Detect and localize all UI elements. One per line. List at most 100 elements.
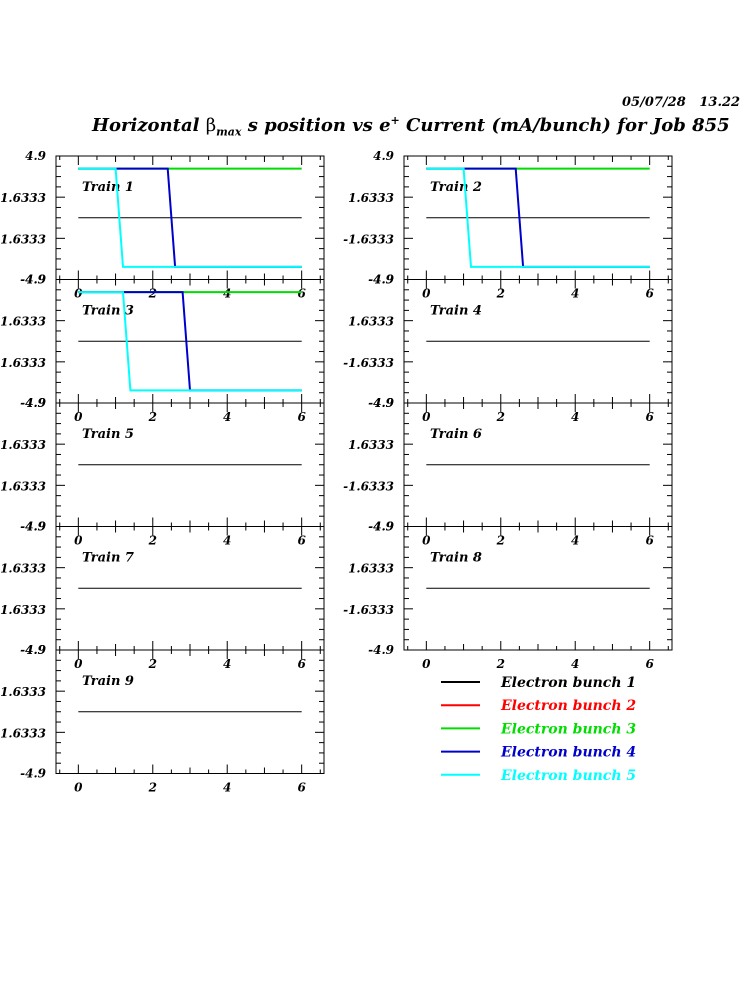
- panel-label: Train 9: [82, 674, 134, 689]
- y-tick-label: -1.6333: [0, 479, 46, 493]
- x-tick-label: 6: [645, 287, 654, 301]
- x-tick-label: 6: [297, 287, 306, 301]
- x-tick-label: 6: [645, 534, 654, 548]
- x-tick-label: 2: [148, 410, 157, 424]
- title-post: Current (mA/bunch) for Job 855: [399, 115, 730, 136]
- y-tick-label: -1.6333: [0, 726, 46, 740]
- panel-train-7: 0 2 4 6 4.9 1.6333 -1.6333 -4.9 Train 7: [0, 520, 325, 671]
- legend-label: Electron bunch 2: [500, 698, 636, 714]
- y-tick-label: -4.9: [20, 767, 47, 781]
- x-tick-label: 4: [571, 287, 579, 301]
- y-tick-label: 1.6333: [348, 191, 394, 205]
- panel-train-2: 0 2 4 6 4.9 1.6333 -1.6333 -4.9 Train 2: [343, 149, 673, 301]
- panel-label: Train 5: [82, 427, 134, 442]
- chart-title: Horizontal βmax s position vs e+ Current…: [92, 114, 730, 139]
- y-tick-label: -4.9: [368, 643, 395, 657]
- y-tick-label: 1.6333: [0, 315, 46, 329]
- y-tick-label: 4.9: [373, 149, 395, 163]
- panel-label: Train 1: [82, 180, 134, 195]
- y-tick-label: 1.6333: [348, 562, 394, 576]
- y-tick-label: -4.9: [368, 273, 395, 287]
- date-stamp: 05/07/28: [622, 95, 686, 110]
- x-tick-label: 4: [223, 534, 231, 548]
- x-tick-label: 2: [148, 534, 157, 548]
- x-tick-label: 6: [297, 410, 306, 424]
- x-tick-label: 6: [645, 410, 654, 424]
- panel-label: Train 8: [430, 551, 482, 566]
- x-tick-label: 4: [223, 287, 231, 301]
- series-line-bunch-5: [78, 291, 302, 392]
- legend-label: Electron bunch 5: [500, 768, 636, 784]
- x-tick-label: 0: [74, 410, 83, 424]
- y-tick-label: -1.6333: [0, 232, 46, 246]
- y-tick-label: -4.9: [20, 273, 47, 287]
- x-tick-label: 4: [223, 781, 231, 795]
- x-tick-label: 2: [148, 657, 157, 671]
- x-tick-label: 0: [74, 287, 83, 301]
- timestamp: 05/07/28 13.22: [622, 95, 740, 110]
- x-tick-label: 6: [297, 781, 306, 795]
- panel-train-9: 0 2 4 6 4.9 1.6333 -1.6333 -4.9 Train 9: [0, 643, 325, 795]
- x-tick-label: 2: [148, 287, 157, 301]
- title-superscript: +: [390, 114, 400, 127]
- time-stamp: 13.22: [699, 95, 741, 110]
- panel-label: Train 3: [82, 304, 134, 319]
- y-tick-label: 1.6333: [0, 438, 46, 452]
- x-tick-label: 0: [422, 410, 431, 424]
- x-tick-label: 2: [496, 657, 505, 671]
- x-tick-label: 4: [571, 534, 579, 548]
- x-tick-label: 4: [223, 410, 231, 424]
- y-tick-label: 4.9: [373, 520, 395, 534]
- y-tick-label: -1.6333: [0, 356, 46, 370]
- series-line-bunch-5: [78, 167, 302, 268]
- y-tick-label: 4.9: [25, 396, 47, 410]
- title-beta-symbol: β: [205, 115, 217, 136]
- x-tick-label: 2: [148, 781, 157, 795]
- x-tick-label: 4: [571, 657, 579, 671]
- x-tick-label: 0: [74, 657, 83, 671]
- y-tick-label: -1.6333: [343, 479, 394, 493]
- x-tick-label: 4: [571, 410, 579, 424]
- y-tick-label: -4.9: [368, 396, 395, 410]
- x-tick-label: 2: [496, 287, 505, 301]
- y-tick-label: 1.6333: [348, 438, 394, 452]
- panel-label: Train 6: [430, 427, 482, 442]
- panel-label: Train 7: [82, 551, 134, 566]
- legend-label: Electron bunch 1: [500, 675, 636, 691]
- x-tick-label: 2: [496, 534, 505, 548]
- y-tick-label: 4.9: [373, 273, 395, 287]
- panel-label: Train 4: [430, 304, 482, 319]
- y-tick-label: 4.9: [373, 396, 395, 410]
- y-tick-label: 1.6333: [348, 315, 394, 329]
- y-tick-label: 1.6333: [0, 685, 46, 699]
- x-tick-label: 0: [422, 657, 431, 671]
- x-tick-label: 0: [74, 534, 83, 548]
- y-tick-label: 4.9: [25, 643, 47, 657]
- y-tick-label: -1.6333: [0, 603, 46, 617]
- legend: Electron bunch 1 Electron bunch 2 Electron…: [441, 675, 636, 784]
- x-tick-label: 2: [496, 410, 505, 424]
- y-tick-label: 1.6333: [0, 562, 46, 576]
- title-subscript: max: [216, 125, 242, 139]
- x-tick-label: 6: [645, 657, 654, 671]
- x-tick-label: 6: [297, 534, 306, 548]
- panel-train-6: 0 2 4 6 4.9 1.6333 -1.6333 -4.9 Train 6: [343, 396, 673, 548]
- y-tick-label: 4.9: [25, 273, 47, 287]
- legend-label: Electron bunch 4: [500, 745, 636, 761]
- x-tick-label: 0: [74, 781, 83, 795]
- y-tick-label: -1.6333: [343, 603, 394, 617]
- y-tick-label: 1.6333: [0, 191, 46, 205]
- panel-train-1: 0 2 4 6 4.9 1.6333 -1.6333 -4.9 Train 1: [0, 149, 325, 301]
- title-pre: Horizontal: [92, 115, 206, 136]
- legend-label: Electron bunch 3: [500, 721, 636, 737]
- y-tick-label: -4.9: [368, 520, 395, 534]
- y-tick-label: -4.9: [20, 396, 47, 410]
- y-tick-label: -1.6333: [343, 356, 394, 370]
- x-tick-label: 6: [297, 657, 306, 671]
- y-tick-label: 4.9: [25, 149, 47, 163]
- panel-train-3: 0 2 4 6 4.9 1.6333 -1.6333 -4.9 Train 3: [0, 273, 325, 424]
- panel-train-4: 0 2 4 6 4.9 1.6333 -1.6333 -4.9 Train 4: [343, 273, 673, 424]
- x-tick-label: 4: [223, 657, 231, 671]
- panel-train-8: 0 2 4 6 4.9 1.6333 -1.6333 -4.9 Train 8: [343, 520, 673, 671]
